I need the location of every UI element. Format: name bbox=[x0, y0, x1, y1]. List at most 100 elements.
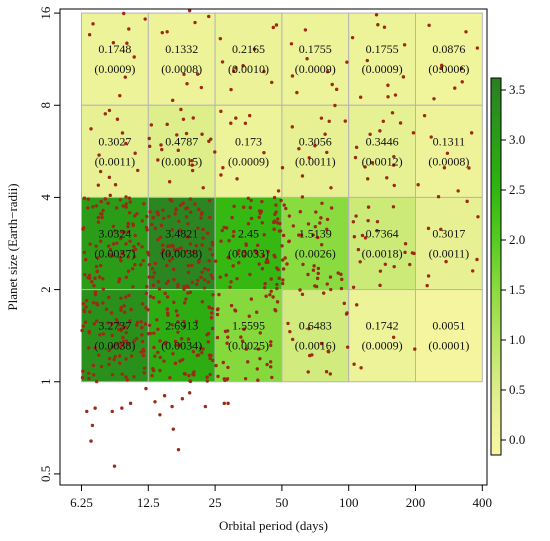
scatter-point bbox=[237, 261, 241, 265]
scatter-point bbox=[164, 340, 168, 344]
scatter-point bbox=[167, 214, 171, 219]
heatmap-cell bbox=[348, 104, 416, 198]
scatter-point bbox=[375, 229, 379, 233]
scatter-point bbox=[99, 239, 103, 243]
y-axis: 0.5 1 2 4 8 16 bbox=[38, 6, 60, 482]
scatter-point bbox=[92, 373, 96, 377]
y-tick-label: 4 bbox=[38, 194, 53, 201]
heatmap-cell bbox=[147, 104, 216, 198]
scatter-point bbox=[162, 216, 166, 220]
scatter-point bbox=[132, 339, 136, 343]
scatter-point bbox=[156, 213, 160, 217]
x-tick-label: 200 bbox=[406, 495, 426, 510]
scatter-point bbox=[93, 346, 97, 350]
scatter-point bbox=[351, 220, 356, 224]
cell-value-label: 0.3017 bbox=[432, 227, 465, 241]
scatter-point bbox=[184, 131, 189, 136]
scatter-point bbox=[83, 273, 87, 277]
scatter-point bbox=[408, 262, 412, 267]
scatter-point bbox=[103, 112, 107, 116]
scatter-point bbox=[401, 75, 406, 79]
scatter-point bbox=[210, 306, 215, 311]
scatter-point bbox=[197, 207, 201, 212]
scatter-point bbox=[117, 322, 122, 327]
scatter-point bbox=[231, 234, 236, 238]
scatter-point bbox=[194, 243, 198, 248]
scatter-point bbox=[291, 224, 296, 228]
cell-error-label: (0.0015) bbox=[161, 154, 202, 168]
scatter-point bbox=[116, 327, 121, 332]
scatter-point bbox=[144, 386, 148, 391]
scatter-point bbox=[221, 360, 225, 365]
scatter-point bbox=[392, 183, 396, 188]
scatter-point bbox=[281, 281, 285, 286]
scatter-point bbox=[123, 325, 128, 329]
scatter-point bbox=[151, 295, 156, 300]
scatter-point bbox=[118, 256, 122, 260]
scatter-point bbox=[208, 372, 212, 377]
scatter-point bbox=[172, 248, 176, 252]
scatter-point bbox=[328, 372, 333, 376]
scatter-point bbox=[319, 341, 324, 346]
scatter-point bbox=[100, 215, 104, 220]
scatter-point bbox=[229, 280, 233, 284]
cell-value-label: 2.6913 bbox=[165, 319, 198, 333]
scatter-point bbox=[174, 207, 178, 211]
scatter-point bbox=[225, 341, 229, 345]
scatter-point bbox=[147, 136, 151, 141]
scatter-point bbox=[207, 353, 212, 357]
heatmap-cell bbox=[147, 12, 216, 106]
scatter-point bbox=[112, 357, 116, 362]
scatter-point bbox=[134, 323, 139, 327]
scatter-point bbox=[119, 236, 123, 241]
cell-error-label: (0.0009) bbox=[295, 62, 336, 76]
scatter-point bbox=[266, 260, 270, 265]
scatter-point bbox=[442, 166, 447, 170]
x-tick-label: 25 bbox=[209, 495, 222, 510]
scatter-point bbox=[179, 337, 184, 341]
scatter-point bbox=[365, 58, 370, 63]
cell-labels: 0.1748 (0.0009) 0.1332 (0.0008) 0.2165 (0.001… bbox=[94, 42, 469, 352]
scatter-point bbox=[398, 121, 403, 125]
colorbar-tick-label: 3.0 bbox=[509, 132, 525, 147]
scatter-point bbox=[272, 253, 276, 258]
cell-error-label: (0.0009) bbox=[228, 154, 269, 168]
scatter-point bbox=[214, 363, 218, 368]
scatter-point bbox=[118, 341, 122, 345]
scatter-point bbox=[316, 235, 320, 240]
scatter-point bbox=[176, 447, 181, 452]
cell-value-label: 0.3446 bbox=[366, 134, 399, 148]
scatter-point bbox=[269, 365, 273, 369]
scatter-point bbox=[153, 261, 158, 266]
cell-error-label: (0.0010) bbox=[228, 62, 269, 76]
scatter-point bbox=[118, 345, 123, 350]
scatter-point bbox=[211, 358, 215, 363]
scatter-point bbox=[186, 337, 191, 341]
scatter-point bbox=[187, 8, 192, 13]
scatter-point bbox=[81, 324, 86, 328]
cell-error-label: (0.0033) bbox=[228, 247, 269, 261]
scatter-point bbox=[201, 236, 205, 240]
scatter-point bbox=[124, 205, 128, 209]
scatter-point bbox=[162, 359, 166, 363]
scatter-point bbox=[152, 331, 156, 335]
scatter-point bbox=[172, 277, 176, 282]
scatter-point bbox=[325, 282, 329, 286]
scatter-point bbox=[140, 333, 144, 337]
scatter-point bbox=[83, 320, 88, 324]
scatter-point bbox=[301, 262, 305, 267]
scatter-point bbox=[86, 206, 90, 210]
scatter-point bbox=[286, 321, 290, 326]
scatter-point bbox=[214, 259, 218, 263]
scatter-point bbox=[280, 165, 285, 170]
scatter-point bbox=[150, 222, 154, 227]
scatter-point bbox=[311, 233, 315, 237]
scatter-point bbox=[108, 247, 113, 252]
scatter-point bbox=[248, 113, 252, 118]
cell-value-label: 0.4787 bbox=[165, 134, 198, 148]
scatter-point bbox=[164, 281, 169, 286]
scatter-point bbox=[87, 273, 92, 278]
scatter-point bbox=[126, 269, 131, 273]
scatter-point bbox=[122, 230, 126, 234]
scatter-point bbox=[196, 353, 201, 357]
